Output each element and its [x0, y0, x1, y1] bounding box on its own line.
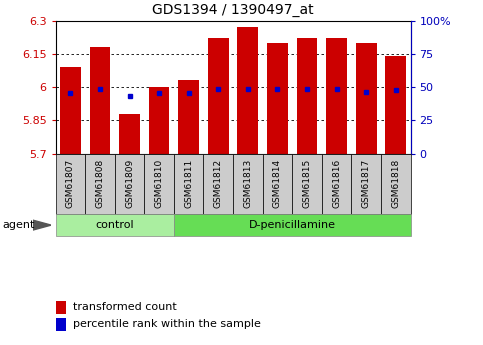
Bar: [385, 56, 406, 154]
Text: transformed count: transformed count: [73, 303, 177, 312]
Bar: [89, 47, 110, 154]
Text: GSM61813: GSM61813: [243, 159, 252, 208]
Text: GSM61817: GSM61817: [362, 159, 370, 208]
Bar: [297, 38, 317, 154]
Bar: [60, 67, 81, 154]
Title: GDS1394 / 1390497_at: GDS1394 / 1390497_at: [152, 3, 314, 17]
Bar: [238, 27, 258, 154]
Text: GSM61816: GSM61816: [332, 159, 341, 208]
Bar: [356, 43, 377, 154]
Polygon shape: [33, 220, 51, 230]
Bar: [149, 87, 170, 154]
Text: GSM61811: GSM61811: [184, 159, 193, 208]
Text: GSM61814: GSM61814: [273, 159, 282, 208]
Bar: [326, 38, 347, 154]
Bar: [267, 43, 288, 154]
Bar: [119, 114, 140, 154]
Text: GSM61807: GSM61807: [66, 159, 75, 208]
Text: percentile rank within the sample: percentile rank within the sample: [73, 319, 261, 329]
Text: D-penicillamine: D-penicillamine: [249, 220, 336, 230]
Bar: [208, 38, 228, 154]
Text: control: control: [96, 220, 134, 230]
Text: GSM61815: GSM61815: [302, 159, 312, 208]
Text: GSM61818: GSM61818: [391, 159, 400, 208]
Text: GSM61810: GSM61810: [155, 159, 164, 208]
Bar: [178, 80, 199, 154]
Text: GSM61808: GSM61808: [96, 159, 104, 208]
Text: GSM61812: GSM61812: [214, 159, 223, 208]
Text: agent: agent: [2, 220, 35, 230]
Text: GSM61809: GSM61809: [125, 159, 134, 208]
